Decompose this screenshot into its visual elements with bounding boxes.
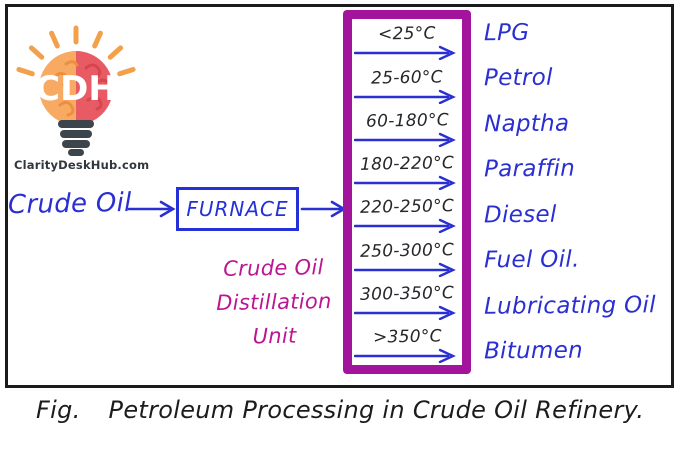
clarity-desk-hub-logo: CDH ClarityDeskHub.com (14, 8, 150, 172)
temperature-range-label: 300-350°C (359, 282, 455, 305)
product-row: Fuel Oil. (484, 238, 674, 284)
fraction-arrow-icon (354, 262, 456, 277)
unit-label-line3: Unit (252, 323, 297, 349)
distillation-row: 60-180°C (352, 106, 462, 149)
temperature-range-label: <25°C (377, 23, 437, 45)
product-label: Bitumen (483, 337, 584, 365)
logo-monogram: CDH (35, 69, 117, 109)
product-label: Naptha (483, 110, 570, 138)
temperature-range-label: >350°C (372, 326, 442, 348)
crude-oil-source-label: Crude Oil (7, 187, 132, 221)
fraction-arrow-icon (354, 219, 456, 234)
caption-text: Petroleum Processing in Crude Oil Refine… (108, 396, 645, 424)
distillation-row: 220-250°C (352, 192, 462, 235)
product-row: Diesel (484, 192, 674, 238)
product-label: LPG (483, 19, 530, 46)
fraction-arrow-icon (354, 175, 456, 190)
product-row: Naptha (484, 101, 674, 147)
fraction-arrow-icon (354, 46, 456, 61)
fraction-arrow-icon (354, 132, 456, 147)
temperature-range-label: 220-250°C (359, 196, 455, 219)
temperature-range-label: 60-180°C (365, 110, 449, 132)
product-labels: LPG Petrol Naptha Paraffin Diesel Fuel O… (484, 10, 674, 374)
product-row: Bitumen (484, 329, 674, 375)
product-label: Diesel (483, 201, 557, 229)
crude-to-furnace-arrow-icon (127, 200, 176, 218)
product-label: Fuel Oil. (483, 246, 580, 274)
distillation-row: 180-220°C (352, 149, 462, 192)
fraction-arrow-icon (354, 348, 456, 363)
temperature-range-label: 250-300°C (359, 239, 455, 262)
product-row: Petrol (484, 56, 674, 102)
distillation-row: 300-350°C (352, 279, 462, 322)
distillation-unit-label: Crude Oil Distillation Unit (207, 250, 341, 354)
product-label: Paraffin (483, 155, 576, 183)
figure-caption: Fig. Petroleum Processing in Crude Oil Re… (36, 396, 644, 424)
temperature-range-label: 25-60°C (370, 66, 444, 89)
product-row: Lubricating Oil (484, 283, 674, 329)
distillation-row: >350°C (352, 322, 462, 365)
fraction-arrow-icon (354, 305, 456, 320)
logo-website-text: ClarityDeskHub.com (14, 158, 150, 172)
caption-prefix: Fig. (36, 396, 81, 424)
unit-label-line2: Distillation (216, 288, 332, 316)
lightbulb-brain-icon: CDH (16, 25, 136, 156)
furnace-box: FURNACE (176, 187, 299, 231)
unit-label-line1: Crude Oil (222, 255, 324, 281)
product-label: Petrol (483, 64, 553, 92)
diagram-frame (5, 4, 674, 388)
product-row: Paraffin (484, 147, 674, 193)
distillation-row: 25-60°C (352, 62, 462, 105)
temperature-range-label: 180-220°C (359, 153, 455, 175)
bulb-base (58, 120, 94, 156)
product-label: Lubricating Oil (483, 292, 656, 320)
logo-rays (16, 25, 136, 77)
distillation-row: 250-300°C (352, 235, 462, 278)
distillation-row: <25°C (352, 19, 462, 62)
fraction-arrow-icon (354, 89, 456, 104)
distillation-column: <25°C 25-60°C 60-180°C 180-220°C 220-250… (343, 10, 471, 374)
product-row: LPG (484, 10, 674, 56)
